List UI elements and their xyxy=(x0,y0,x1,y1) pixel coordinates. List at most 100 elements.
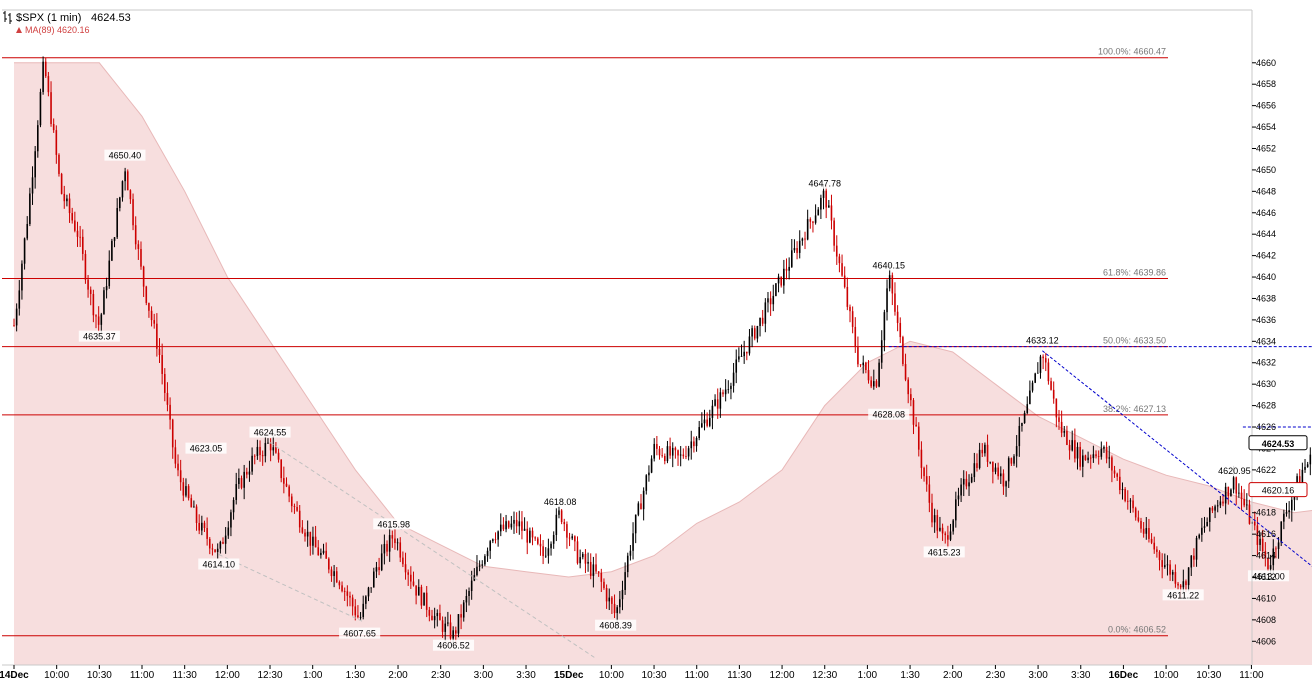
candle-body xyxy=(497,531,499,540)
candle-body xyxy=(820,197,822,210)
candle-body xyxy=(476,566,478,576)
candle-body xyxy=(60,173,63,194)
candle-body xyxy=(619,599,621,608)
candle-body xyxy=(1132,500,1134,509)
candle-body xyxy=(1153,542,1156,550)
candle-body xyxy=(933,515,936,523)
candle-body xyxy=(259,446,261,456)
candle-body xyxy=(775,283,777,296)
candle-body xyxy=(716,399,719,409)
candle-body xyxy=(396,542,399,544)
y-tick-label: 4626 xyxy=(1256,422,1276,432)
candle-body xyxy=(372,571,375,588)
candle-body xyxy=(682,454,685,457)
candle-body xyxy=(806,219,809,240)
candle-body xyxy=(714,399,716,406)
candle-body xyxy=(1203,526,1206,528)
candle-body xyxy=(76,230,79,237)
candle-body xyxy=(341,585,343,592)
candle-body xyxy=(923,467,925,477)
candle-body xyxy=(309,531,312,546)
y-tick-label: 4608 xyxy=(1256,615,1276,625)
candle-body xyxy=(735,359,738,373)
candle-body xyxy=(608,597,611,602)
chart-header: $SPX (1 min) 4624.53 MA(89) 4620.16 xyxy=(3,11,131,35)
y-tick-label: 4646 xyxy=(1256,208,1276,218)
candle-body xyxy=(656,443,658,449)
candle-body xyxy=(420,586,423,606)
candle-body xyxy=(851,311,854,327)
candle-body xyxy=(103,290,105,315)
x-tick-label: 3:00 xyxy=(474,670,494,681)
candle-body xyxy=(460,614,462,618)
candle-body xyxy=(894,293,896,312)
y-tick-label: 4606 xyxy=(1256,636,1276,646)
candle-body xyxy=(753,328,756,339)
candle-body xyxy=(764,302,767,324)
candle-body xyxy=(198,522,200,531)
candle-body xyxy=(290,496,293,507)
annotation-bg xyxy=(198,558,240,570)
candle-body xyxy=(695,438,698,447)
candle-body xyxy=(685,456,687,458)
candle-body xyxy=(796,248,798,253)
candle-body xyxy=(1140,520,1142,529)
candle-body xyxy=(629,550,632,556)
y-tick-label: 4636 xyxy=(1256,315,1276,325)
fib-level-label: 38.2%: 4627.13 xyxy=(1103,404,1166,414)
candle-body xyxy=(857,347,859,365)
candle-body xyxy=(320,552,322,556)
annotation-bg xyxy=(539,495,581,507)
candle-body xyxy=(206,527,208,539)
candle-body xyxy=(156,323,158,349)
candle-body xyxy=(767,298,769,303)
candle-body xyxy=(216,548,219,552)
candle-body xyxy=(600,572,603,582)
candle-body xyxy=(280,459,282,479)
candle-body xyxy=(1169,564,1171,575)
price-annotation: 4635.37 xyxy=(83,332,116,342)
fib-level-label: 61.8%: 4639.86 xyxy=(1103,268,1166,278)
candle-body xyxy=(613,603,616,614)
candle-body xyxy=(891,275,894,294)
candle-body xyxy=(367,587,370,597)
candle-body xyxy=(1306,464,1309,467)
candle-body xyxy=(1005,481,1007,487)
candle-body xyxy=(563,522,566,525)
ma-triangle-icon xyxy=(16,27,22,33)
candle-body xyxy=(140,248,142,267)
ma-area xyxy=(14,62,1312,665)
candle-body xyxy=(706,419,708,426)
candle-body xyxy=(251,455,253,472)
candle-body xyxy=(822,190,825,198)
candle-body xyxy=(113,237,116,241)
x-tick-label: 2:00 xyxy=(388,670,408,681)
candle-body xyxy=(190,498,193,508)
candle-body xyxy=(526,528,529,543)
candle-body xyxy=(865,362,867,371)
candle-body xyxy=(145,286,148,303)
candle-body xyxy=(1193,555,1195,560)
candle-body xyxy=(1253,521,1256,526)
candle-body xyxy=(1063,430,1066,433)
candle-body xyxy=(272,447,275,451)
candle-body xyxy=(801,238,804,241)
candle-body xyxy=(828,205,830,208)
x-tick-label: 11:30 xyxy=(727,670,752,681)
candle-body xyxy=(404,564,407,573)
candle-body xyxy=(455,630,457,634)
candle-body xyxy=(677,450,679,456)
candle-body xyxy=(97,316,100,325)
candle-body xyxy=(1272,548,1275,566)
candle-body xyxy=(1116,473,1118,477)
chart-title: $SPX (1 min) xyxy=(16,12,81,24)
x-tick-label: 10:00 xyxy=(1154,670,1179,681)
candle-body xyxy=(34,151,36,178)
candle-body xyxy=(658,448,661,456)
candle-body xyxy=(846,286,849,307)
candle-body xyxy=(394,538,396,544)
candle-body xyxy=(79,236,81,238)
y-tick-label: 4630 xyxy=(1256,379,1276,389)
candle-body xyxy=(1235,477,1238,494)
